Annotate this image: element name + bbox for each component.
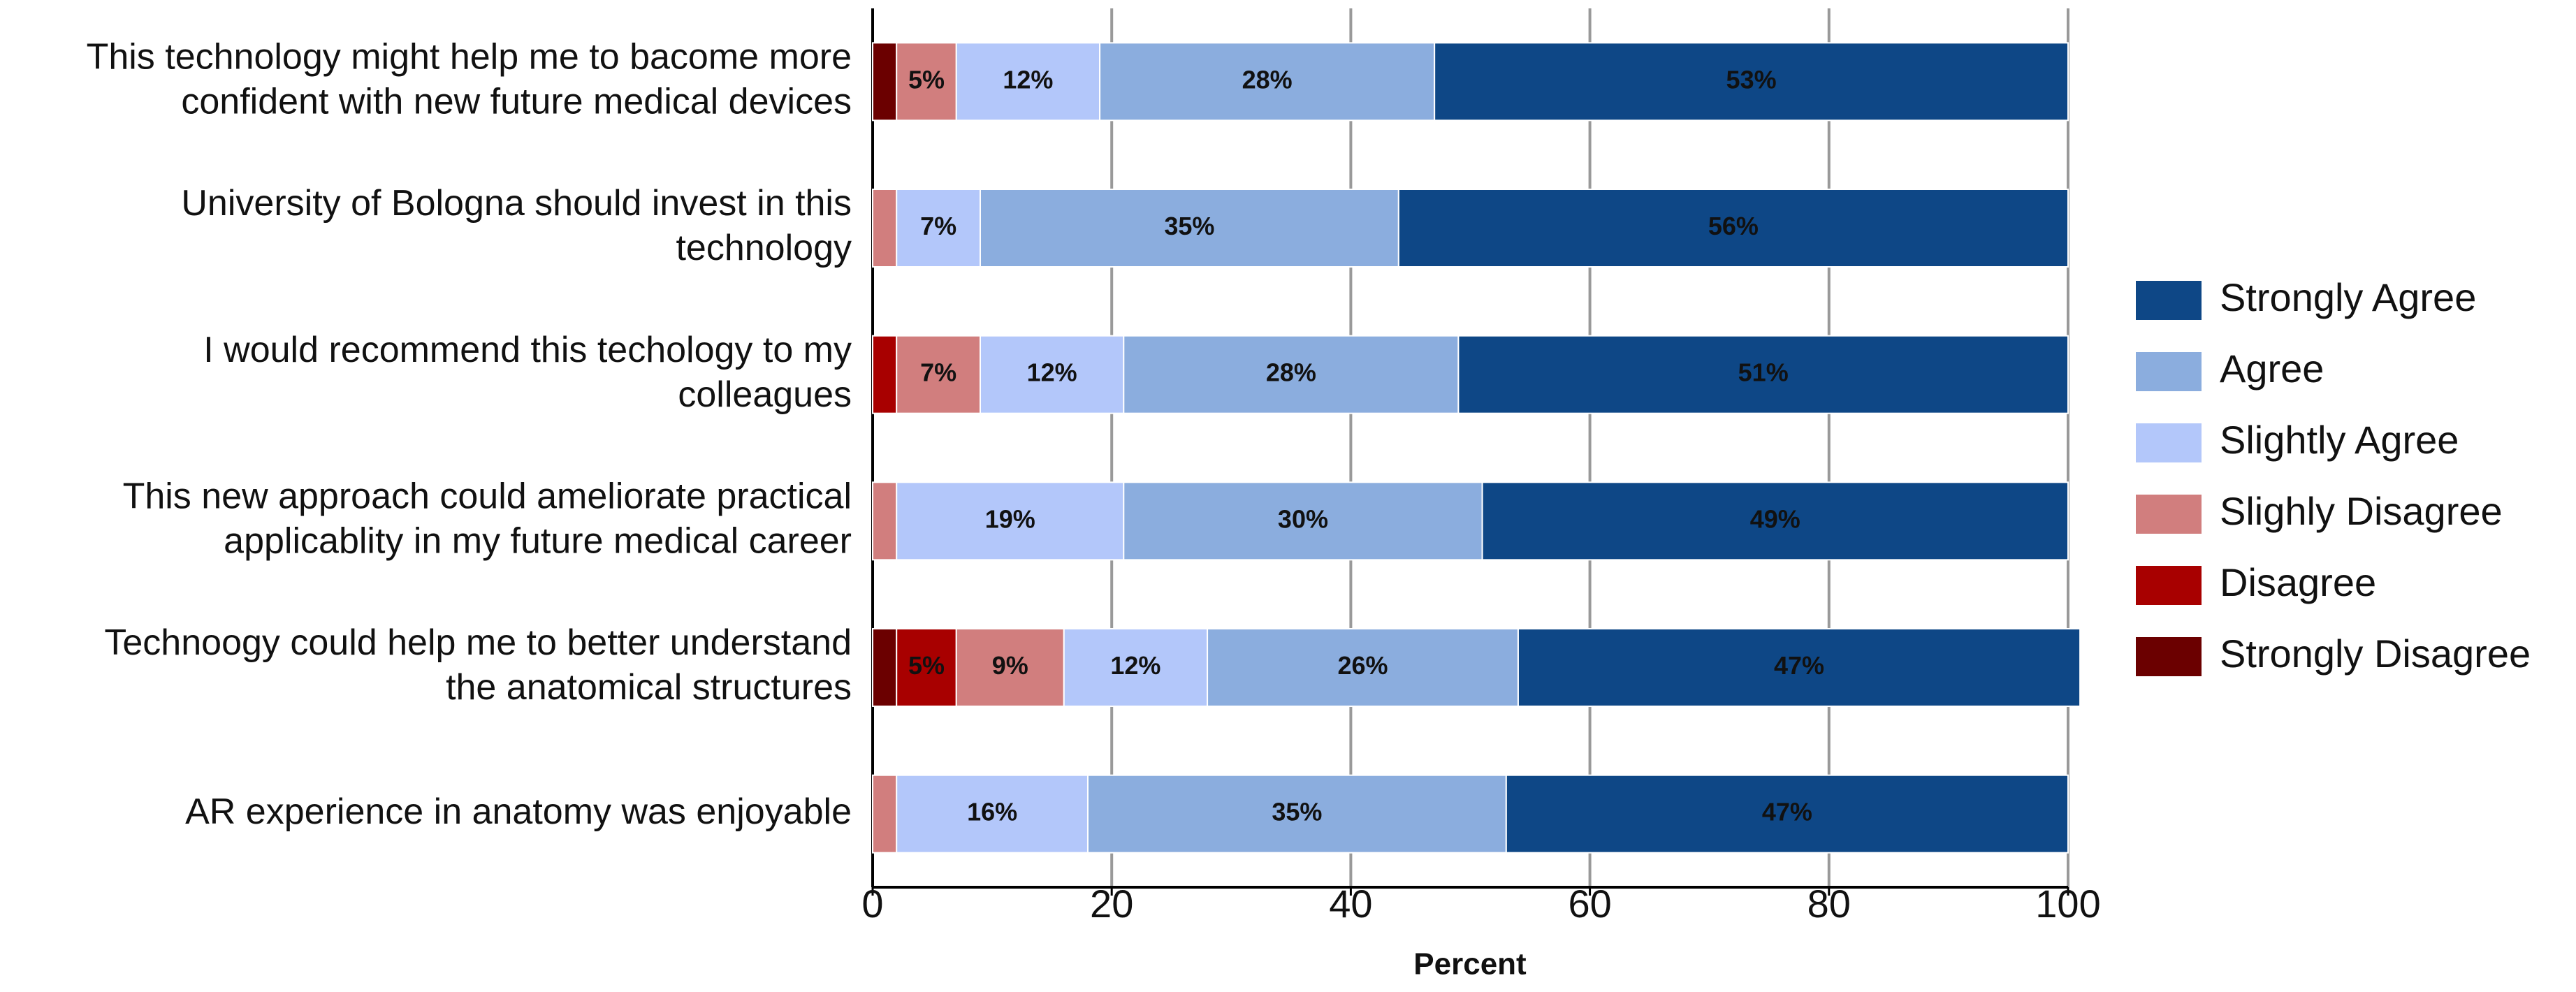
bar-segment (1517, 628, 2081, 707)
legend-swatch (2136, 495, 2202, 534)
data-label: 26% (1337, 651, 1388, 680)
bar-segment (1434, 42, 2069, 122)
bar-segment (1086, 774, 1507, 854)
data-label: 12% (1110, 651, 1160, 680)
data-label: 47% (1774, 651, 1824, 680)
bar-segment (872, 628, 898, 707)
y-tick-label: applicablity in my future medical career (224, 521, 852, 562)
bar-segment (1505, 774, 2069, 854)
data-label: 30% (1278, 504, 1328, 533)
data-label: 7% (920, 212, 956, 240)
legend-swatch (2136, 423, 2202, 462)
bar-segment (896, 481, 1125, 561)
y-tick-label: confident with new future medical device… (181, 82, 852, 122)
legend-label: Slighly Disagree (2220, 489, 2503, 533)
y-tick-label: This technology might help me to bacome … (87, 37, 852, 78)
data-label: 35% (1272, 798, 1322, 826)
y-tick-label: the anatomical structures (446, 667, 852, 708)
data-label: 35% (1164, 212, 1214, 240)
x-tick-label: 40 (1329, 882, 1372, 926)
legend-label: Slightly Agree (2220, 418, 2459, 462)
bar-segment (1457, 335, 2069, 414)
bar-segment (1123, 335, 1460, 414)
x-tick-label: 60 (1568, 882, 1611, 926)
data-label: 7% (920, 358, 956, 387)
data-label: 28% (1242, 65, 1293, 94)
data-label: 16% (967, 798, 1017, 826)
legend-swatch (2136, 352, 2202, 391)
bar-segment (1123, 481, 1483, 561)
bar-segment (979, 335, 1125, 414)
y-tick-label: Technoogy could help me to better unders… (104, 622, 852, 663)
data-label: 9% (992, 651, 1028, 680)
data-label: 47% (1762, 798, 1812, 826)
x-axis-label: Percent (1413, 947, 1527, 982)
bar-segment (896, 774, 1089, 854)
data-label: 5% (908, 651, 945, 680)
x-tick-label: 100 (2035, 882, 2100, 926)
bar-segment (872, 189, 898, 268)
y-tick-label: University of Bologna should invest in t… (181, 183, 852, 224)
data-label: 49% (1750, 504, 1800, 533)
legend-swatch (2136, 566, 2202, 605)
bar-segment (896, 628, 957, 707)
x-tick-label: 20 (1090, 882, 1133, 926)
y-tick-label: technology (676, 228, 852, 268)
legend-label: Agree (2220, 347, 2324, 391)
bar-segment (896, 189, 981, 268)
bar-segment (872, 335, 898, 414)
bar-segment (872, 774, 898, 854)
data-label: 5% (908, 65, 945, 94)
legend-label: Strongly Agree (2220, 275, 2476, 319)
data-label: 19% (985, 504, 1035, 533)
bar-segment (1481, 481, 2069, 561)
data-label: 51% (1738, 358, 1789, 387)
y-tick-label: colleagues (678, 374, 852, 415)
bar-segment (896, 42, 957, 122)
data-label: 56% (1708, 212, 1759, 240)
legend-label: Disagree (2220, 560, 2376, 604)
bar-segment (1099, 42, 1436, 122)
data-label: 53% (1726, 65, 1777, 94)
bar-segment (1397, 189, 2069, 268)
bar-segment (1063, 628, 1209, 707)
y-tick-label: I would recommend this techology to my (203, 330, 852, 370)
legend-label: Strongly Disagree (2220, 632, 2531, 676)
bar-segment (955, 628, 1065, 707)
data-label: 12% (1027, 358, 1077, 387)
data-label: 12% (1003, 65, 1053, 94)
bar-segment (872, 42, 898, 122)
x-tick-label: 80 (1807, 882, 1851, 926)
x-tick-label: 0 (861, 882, 883, 926)
legend-swatch (2136, 637, 2202, 676)
data-label: 28% (1266, 358, 1316, 387)
legend-swatch (2136, 281, 2202, 320)
bar-segment (872, 481, 898, 561)
bar-segment (1207, 628, 1519, 707)
y-tick-label: AR experience in anatomy was enjoyable (185, 792, 852, 832)
y-tick-label: This new approach could ameliorate pract… (123, 476, 852, 517)
